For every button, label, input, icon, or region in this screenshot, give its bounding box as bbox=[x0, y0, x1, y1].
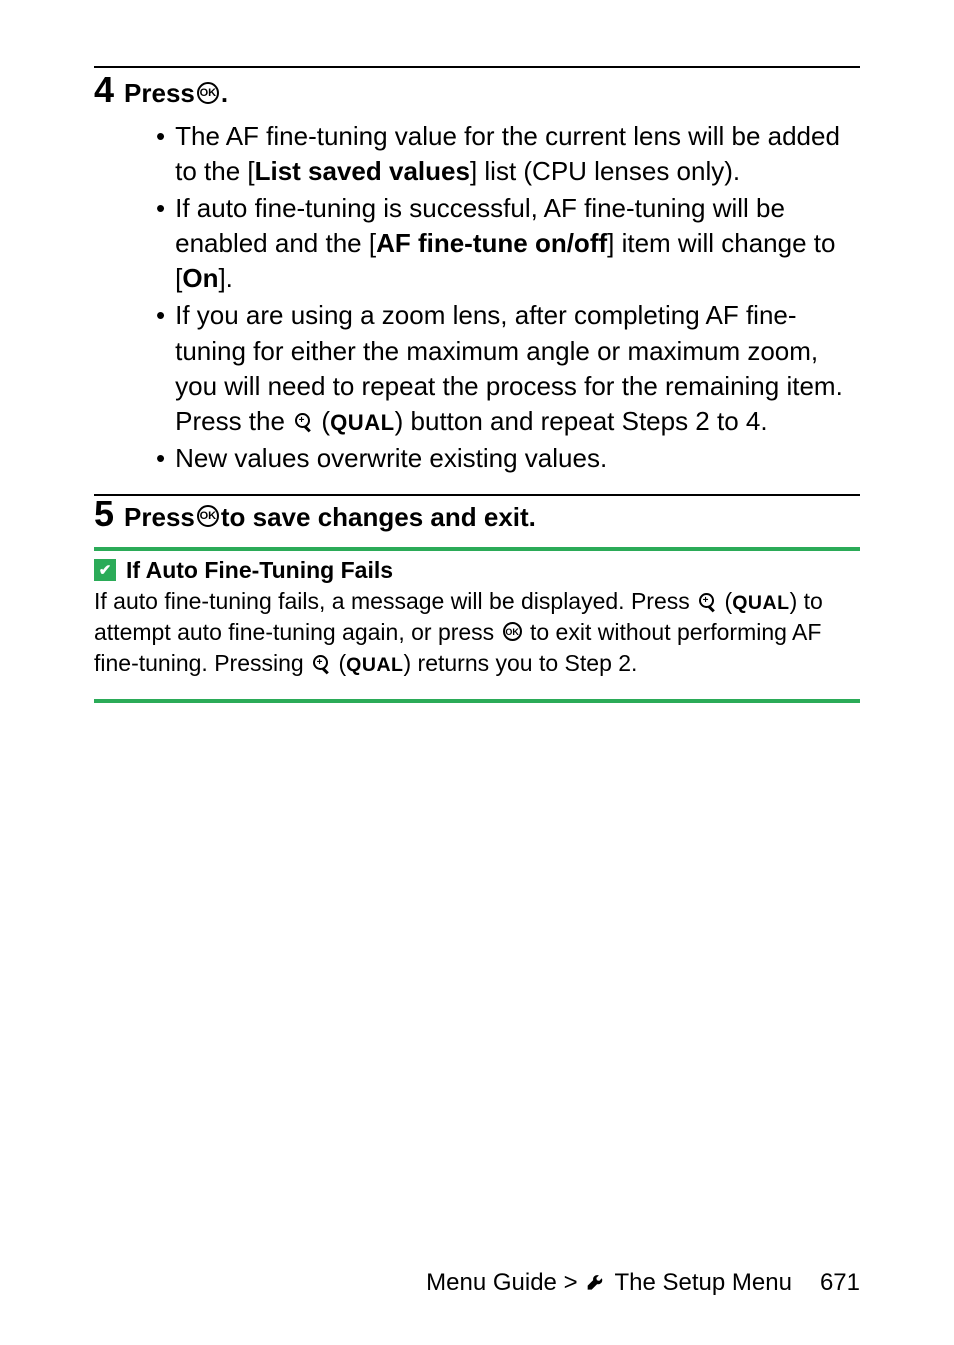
bullet-dot: • bbox=[156, 441, 165, 476]
bullet-text: The AF fine-tuning value for the current… bbox=[175, 119, 860, 189]
check-icon: ✔ bbox=[94, 559, 116, 581]
page-number: 671 bbox=[820, 1269, 860, 1297]
text: ) returns you to Step 2. bbox=[403, 650, 637, 676]
bullet-text: If you are using a zoom lens, after comp… bbox=[175, 298, 860, 438]
step-number: 5 bbox=[94, 496, 114, 532]
step-title: Press OK to save changes and exit. bbox=[124, 502, 536, 533]
magnify-plus-icon: + bbox=[294, 413, 312, 431]
list-item: • If auto fine-tuning is successful, AF … bbox=[156, 191, 860, 296]
list-item: • New values overwrite existing values. bbox=[156, 441, 860, 476]
step-title-pre: Press bbox=[124, 502, 195, 533]
step4-bullets: • The AF fine-tuning value for the curre… bbox=[156, 119, 860, 476]
text: ]. bbox=[218, 263, 232, 293]
bullet-text: New values overwrite existing values. bbox=[175, 441, 860, 476]
page-footer: Menu Guide > The Setup Menu 671 bbox=[426, 1269, 860, 1297]
text: ( bbox=[718, 588, 732, 614]
magnify-plus-icon: + bbox=[312, 655, 330, 673]
green-rule-bottom bbox=[94, 699, 860, 703]
page: 4 Press OK . • The AF fine-tuning value … bbox=[0, 0, 954, 1345]
step-divider bbox=[94, 66, 860, 68]
bold-text: On bbox=[182, 263, 218, 293]
bullet-dot: • bbox=[156, 191, 165, 296]
step-number: 4 bbox=[94, 72, 114, 108]
callout-title-text: If Auto Fine-Tuning Fails bbox=[126, 557, 393, 584]
breadcrumb-post: The Setup Menu bbox=[615, 1269, 792, 1296]
callout-inner: ✔ If Auto Fine-Tuning Fails If auto fine… bbox=[94, 551, 860, 689]
list-item: • If you are using a zoom lens, after co… bbox=[156, 298, 860, 438]
ok-icon: OK bbox=[197, 82, 219, 104]
list-item: • The AF fine-tuning value for the curre… bbox=[156, 119, 860, 189]
callout-title: ✔ If Auto Fine-Tuning Fails bbox=[94, 557, 860, 584]
bold-text: AF fine-tune on/off bbox=[376, 228, 607, 258]
text: ( bbox=[332, 650, 346, 676]
bullet-text: If auto fine-tuning is successful, AF fi… bbox=[175, 191, 860, 296]
step-title-post: to save changes and exit. bbox=[221, 502, 536, 533]
text: If auto fine-tuning fails, a message wil… bbox=[94, 588, 696, 614]
ok-icon: OK bbox=[197, 505, 219, 527]
bullet-dot: • bbox=[156, 298, 165, 438]
text: New values overwrite existing values. bbox=[175, 443, 607, 473]
qual-label: QUAL bbox=[732, 592, 789, 614]
breadcrumb-pre: Menu Guide bbox=[426, 1269, 563, 1296]
qual-label: QUAL bbox=[330, 410, 395, 435]
breadcrumb: Menu Guide > The Setup Menu bbox=[426, 1269, 792, 1297]
bold-text: List saved values bbox=[255, 156, 470, 186]
step-title-post: . bbox=[221, 78, 228, 109]
bullet-dot: • bbox=[156, 119, 165, 189]
qual-label: QUAL bbox=[346, 654, 403, 676]
step-title: Press OK . bbox=[124, 78, 228, 109]
step-5: 5 Press OK to save changes and exit. bbox=[94, 496, 860, 533]
ok-icon: OK bbox=[503, 622, 522, 641]
step-4: 4 Press OK . bbox=[94, 72, 860, 109]
callout-body: If auto fine-tuning fails, a message wil… bbox=[94, 586, 860, 679]
magnify-plus-icon: + bbox=[698, 593, 716, 611]
step-title-pre: Press bbox=[124, 78, 195, 109]
wrench-icon bbox=[586, 1272, 606, 1292]
text: ) button and repeat Steps 2 to 4. bbox=[395, 406, 768, 436]
text: ( bbox=[314, 406, 330, 436]
callout-box: ✔ If Auto Fine-Tuning Fails If auto fine… bbox=[94, 547, 860, 703]
breadcrumb-sep: > bbox=[564, 1269, 578, 1296]
text: ] list (CPU lenses only). bbox=[470, 156, 740, 186]
